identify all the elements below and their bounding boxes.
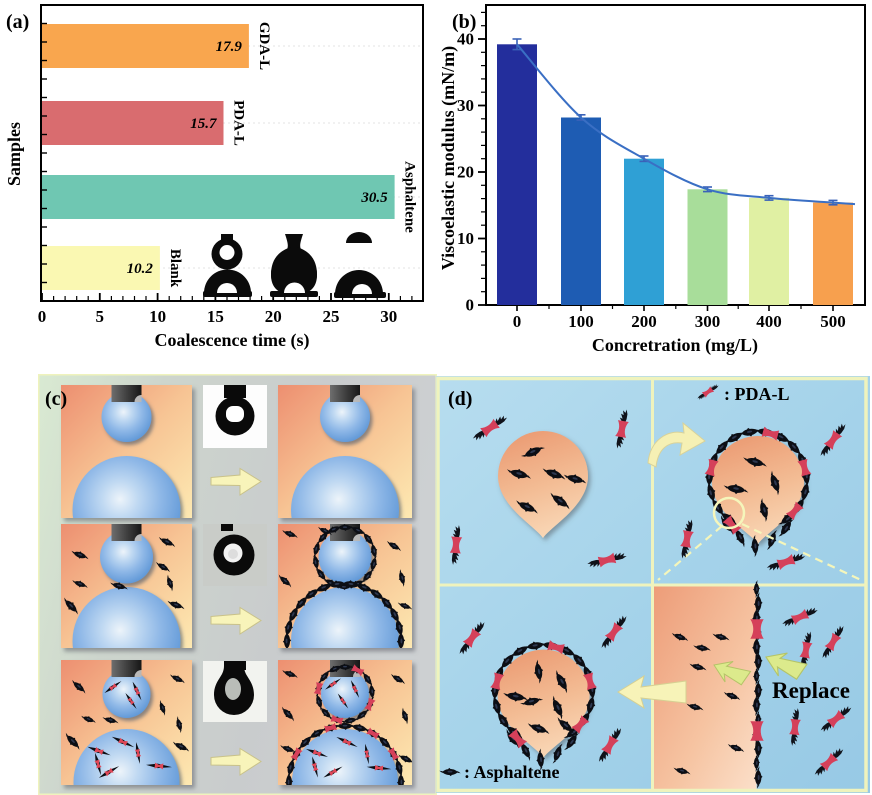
svg-text:(a): (a) [6,11,29,33]
svg-text:10.2: 10.2 [127,261,154,277]
svg-text:0: 0 [38,307,47,326]
svg-text:500: 500 [820,312,846,331]
svg-text:15: 15 [207,307,224,326]
svg-text:Samples: Samples [4,122,24,186]
svg-text:PDA-L: PDA-L [231,100,247,146]
svg-text:300: 300 [695,312,721,331]
svg-text:15.7: 15.7 [190,116,217,132]
svg-text:Viscoelastic modulus (mN/m): Viscoelastic modulus (mN/m) [440,46,459,270]
svg-text:GDA-L: GDA-L [256,22,272,70]
svg-text:20: 20 [457,163,474,182]
svg-text:Asphaltene: Asphaltene [402,161,418,233]
svg-text:(b): (b) [452,11,476,33]
svg-text:20: 20 [265,307,282,326]
svg-text:200: 200 [631,312,657,331]
svg-text:400: 400 [756,312,782,331]
svg-text:40: 40 [457,30,474,49]
svg-text:Replace: Replace [772,678,850,703]
svg-text:30: 30 [457,96,474,115]
svg-text:25: 25 [323,307,340,326]
svg-text:Concretration (mg/L): Concretration (mg/L) [592,335,758,356]
svg-text:5: 5 [96,307,105,326]
svg-text:100: 100 [568,312,594,331]
svg-text:17.9: 17.9 [216,39,243,55]
svg-text:Blank: Blank [167,249,183,288]
svg-text:Coalescence time (s): Coalescence time (s) [155,330,310,351]
svg-text:0: 0 [466,296,475,315]
svg-text:10: 10 [149,307,166,326]
svg-text:30.5: 30.5 [360,190,388,206]
svg-text:(c): (c) [45,388,67,410]
svg-text:30: 30 [380,307,397,326]
svg-text:: Asphaltene: : Asphaltene [464,762,560,782]
svg-text:10: 10 [457,229,474,248]
svg-text:(d): (d) [448,388,472,410]
svg-text:0: 0 [513,312,522,331]
svg-text:: PDA-L: : PDA-L [724,384,790,404]
